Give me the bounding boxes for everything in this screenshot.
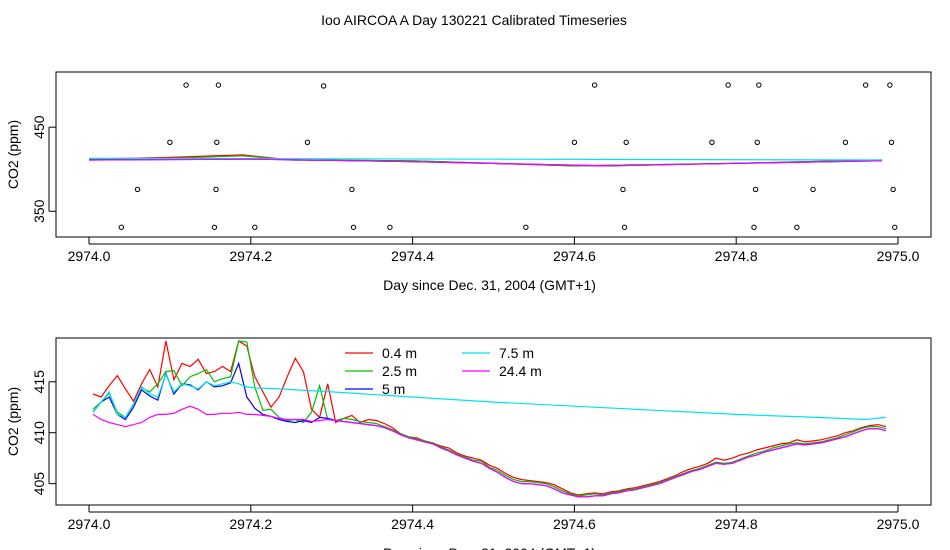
- plot-frame: [55, 71, 932, 238]
- data-point: [591, 82, 598, 88]
- data-point: [751, 224, 757, 230]
- series-line: [88, 158, 882, 167]
- data-point: [211, 224, 218, 230]
- data-point: [523, 224, 529, 230]
- y-tick-label: 415: [31, 370, 47, 394]
- x-tick-label: 2974.8: [715, 516, 758, 532]
- chart-title: Ioo AIRCOA A Day 130221 Calibrated Times…: [321, 12, 627, 28]
- x-tick-label: 2974.2: [229, 248, 272, 264]
- data-point: [794, 224, 800, 230]
- legend-label: 7.5 m: [499, 345, 534, 361]
- series-line: [92, 373, 886, 421]
- x-tick-label: 2974.2: [229, 516, 272, 532]
- data-point: [756, 82, 762, 88]
- data-point: [752, 186, 759, 193]
- data-point: [725, 82, 731, 88]
- x-tick-label: 2975.0: [877, 248, 920, 264]
- data-point: [892, 224, 898, 230]
- top-panel: 2974.0 2974.2 2974.4 2974.6 2974.8 2975.0 350 4…: [5, 71, 932, 293]
- data-point: [167, 139, 173, 146]
- data-point: [320, 83, 327, 89]
- data-point: [888, 139, 895, 146]
- legend-label: 0.4 m: [382, 345, 417, 361]
- data-point: [252, 224, 258, 230]
- series-line: [92, 340, 887, 496]
- legend-label: 2.5 m: [382, 363, 417, 379]
- data-point: [134, 186, 141, 193]
- data-point: [183, 82, 189, 88]
- x-tick-label: 2974.4: [391, 248, 434, 264]
- series-line: [92, 405, 887, 498]
- data-point: [215, 82, 222, 88]
- y-tick-label: 350: [31, 199, 47, 223]
- data-point: [623, 139, 629, 146]
- series-line: [92, 361, 887, 498]
- data-point: [350, 224, 357, 230]
- legend-label: 5 m: [382, 381, 405, 397]
- data-point: [709, 139, 715, 146]
- x-axis-label: Day since Dec. 31, 2004 (GMT+1): [383, 545, 596, 550]
- x-tick-label: 2974.4: [391, 516, 434, 532]
- x-tick-label: 2974.0: [68, 516, 111, 532]
- y-tick-label: 405: [31, 472, 47, 496]
- x-tick-label: 2974.6: [553, 516, 596, 532]
- data-point: [387, 224, 393, 230]
- data-point: [862, 82, 869, 88]
- y-tick-label: 450: [31, 115, 47, 139]
- y-axis-label: CO2 (ppm): [5, 387, 21, 456]
- x-tick-label: 2974.8: [715, 248, 758, 264]
- data-point: [620, 186, 626, 193]
- series-line: [88, 157, 882, 161]
- plot-frame: [55, 337, 932, 506]
- series-line: [92, 340, 887, 497]
- data-point: [887, 82, 893, 88]
- data-point: [571, 139, 578, 146]
- series-line: [88, 155, 882, 167]
- y-tick-label: 410: [31, 421, 47, 445]
- x-tick-label: 2974.6: [553, 248, 596, 264]
- legend-label: 24.4 m: [499, 363, 542, 379]
- data-point: [810, 186, 816, 193]
- x-axis-label: Day since Dec. 31, 2004 (GMT+1): [383, 277, 596, 293]
- y-axis-label: CO2 (ppm): [5, 120, 21, 189]
- data-point: [621, 224, 628, 230]
- x-tick-label: 2974.0: [68, 248, 111, 264]
- data-point: [890, 186, 896, 193]
- data-point: [118, 224, 125, 230]
- data-point: [754, 139, 760, 146]
- data-point: [213, 186, 219, 193]
- bottom-panel: 2974.0 2974.2 2974.4 2974.6 2974.8 2975.0 405 4…: [5, 337, 932, 550]
- x-tick-label: 2975.0: [877, 516, 920, 532]
- data-point: [842, 139, 849, 146]
- data-point: [349, 186, 355, 193]
- data-point: [304, 139, 311, 146]
- data-point: [214, 139, 220, 146]
